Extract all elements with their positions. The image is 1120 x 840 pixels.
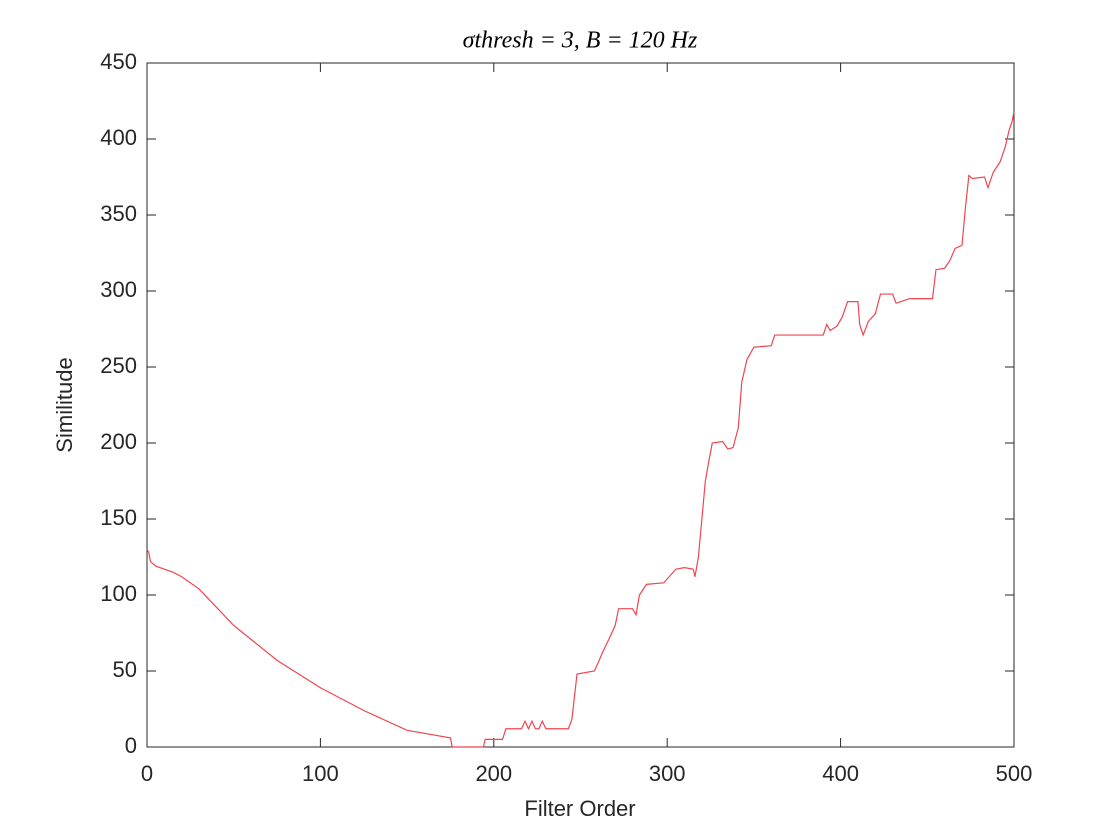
y-tick-label: 150 <box>100 505 137 530</box>
y-tick-label: 300 <box>100 277 137 302</box>
y-tick-label: 0 <box>125 733 137 758</box>
y-tick-label: 400 <box>100 125 137 150</box>
y-tick-label: 250 <box>100 353 137 378</box>
y-tick-label: 450 <box>100 49 137 74</box>
x-tick-label: 500 <box>996 761 1033 786</box>
x-axis-label: Filter Order <box>524 796 635 821</box>
y-tick-label: 350 <box>100 201 137 226</box>
y-tick-label: 200 <box>100 429 137 454</box>
x-tick-label: 400 <box>822 761 859 786</box>
x-tick-label: 0 <box>141 761 153 786</box>
plot-frame <box>146 62 1015 748</box>
data-line <box>146 111 1015 748</box>
y-tick-label: 50 <box>113 657 137 682</box>
x-tick-label: 100 <box>302 761 339 786</box>
y-axis-label: Similitude <box>52 357 77 452</box>
y-tick-label: 100 <box>100 581 137 606</box>
x-tick-label: 300 <box>649 761 686 786</box>
x-tick-label: 200 <box>475 761 512 786</box>
chart-title: σthresh = 3, B = 120 Hz <box>463 28 698 54</box>
